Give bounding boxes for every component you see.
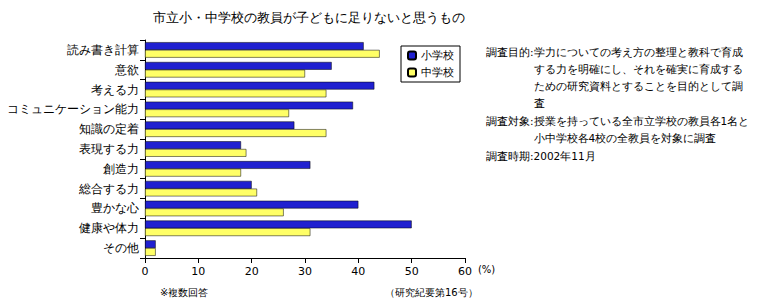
svg-text:創造力: 創造力 [103,162,139,176]
svg-text:豊かな心: 豊かな心 [91,201,139,215]
svg-text:コミュニケーション能力: コミュニケーション能力 [7,102,139,116]
svg-text:50: 50 [405,265,419,278]
svg-text:考える力: 考える力 [91,83,139,97]
svg-text:20: 20 [245,265,259,278]
svg-text:※複数回答: ※複数回答 [160,287,208,298]
svg-text:(%): (%) [478,264,495,275]
svg-text:中学校: 中学校 [421,66,454,79]
svg-text:総合する力: 総合する力 [78,182,139,196]
svg-text:60: 60 [458,265,472,278]
svg-text:40: 40 [351,265,365,278]
svg-text:知識の定着: 知識の定着 [79,122,139,136]
svg-text:健康や体力: 健康や体力 [79,221,139,235]
svg-text:市立小・中学校の教員が子どもに足りないと思うもの: 市立小・中学校の教員が子どもに足りないと思うもの [153,10,465,25]
svg-text:30: 30 [298,265,312,278]
html-text:調査目的:学力についての考え方の整理と教科で育成する力を明確: 調査目的:学力についての考え方の整理と教科で育成する力を明確にし、それを確実に育… [486,46,743,109]
svg-text:意欲: 意欲 [114,63,139,77]
svg-text:（研究紀要第16号）: （研究紀要第16号） [385,287,478,298]
svg-text:表現する力: 表現する力 [79,142,139,156]
svg-text:0: 0 [142,265,149,278]
svg-text:読み書き計算: 読み書き計算 [67,43,139,57]
html-text:調査時期: 2002年11月: 調査時期: 2002年11月 [486,150,596,162]
svg-text:小学校: 小学校 [421,49,454,62]
svg-text:その他: その他 [103,241,139,255]
svg-text:10: 10 [191,265,205,278]
html-text:調査対象:授業を持っている全市立学校の教員各1名と小中学校各: 調査対象:授業を持っている全市立学校の教員各1名と小中学校各4校の全教員を対象に… [486,115,750,144]
